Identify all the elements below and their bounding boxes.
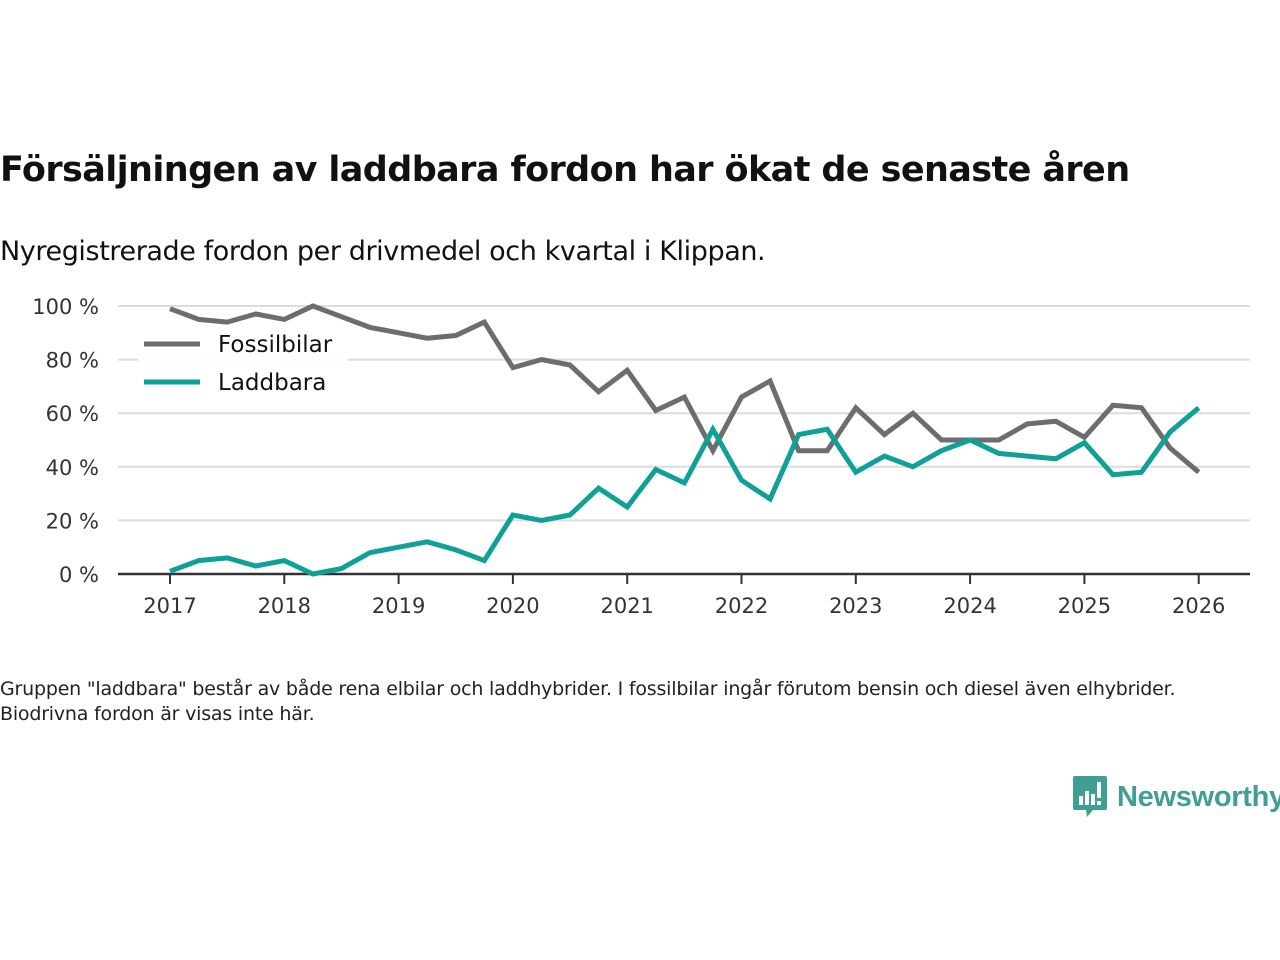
footnote: Gruppen "laddbara" består av både rena e…	[0, 678, 1176, 725]
x-tick-label: 2026	[1172, 594, 1225, 618]
y-tick-label: 100 %	[32, 295, 99, 319]
x-axis: 2017 2018 2019 2020 2021 2022 2023 2024 2025 2026	[118, 572, 1250, 618]
y-tick-label: 20 %	[46, 509, 99, 533]
y-tick-label: 80 %	[46, 349, 99, 373]
chart-title: Försäljningen av laddbara fordon har öka…	[0, 150, 1130, 190]
newsworthy-logo[interactable]: Newsworthy	[1073, 776, 1280, 818]
x-tick-label: 2024	[943, 594, 996, 618]
x-tick-label: 2020	[486, 594, 539, 618]
brand-name: Newsworthy	[1117, 780, 1280, 813]
y-tick-label: 60 %	[46, 402, 99, 426]
bar-chart-speech-bubble-icon	[1073, 776, 1107, 817]
y-tick-label: 40 %	[46, 456, 99, 480]
x-tick-label: 2019	[372, 594, 425, 618]
chart-subtitle: Nyregistrerade fordon per drivmedel och …	[0, 236, 766, 267]
x-tick-label: 2021	[600, 594, 653, 618]
legend-background	[138, 326, 348, 410]
y-tick-label: 0 %	[59, 563, 99, 587]
x-tick-label: 2018	[258, 594, 311, 618]
x-tick-label: 2017	[143, 594, 196, 618]
x-tick-label: 2023	[829, 594, 882, 618]
legend-label: Fossilbilar	[218, 332, 333, 358]
legend-label: Laddbara	[218, 370, 326, 396]
line-chart: 0 % 20 % 40 % 60 % 80 % 100 % 2017 2018 2019 202…	[32, 295, 1250, 618]
x-tick-label: 2025	[1058, 594, 1111, 618]
series-lines	[169, 303, 1201, 577]
y-axis-ticks: 0 % 20 % 40 % 60 % 80 % 100 %	[32, 295, 99, 587]
legend: Fossilbilar Laddbara	[138, 326, 348, 410]
x-tick-label: 2022	[715, 594, 768, 618]
series-line-laddbara	[169, 405, 1201, 577]
